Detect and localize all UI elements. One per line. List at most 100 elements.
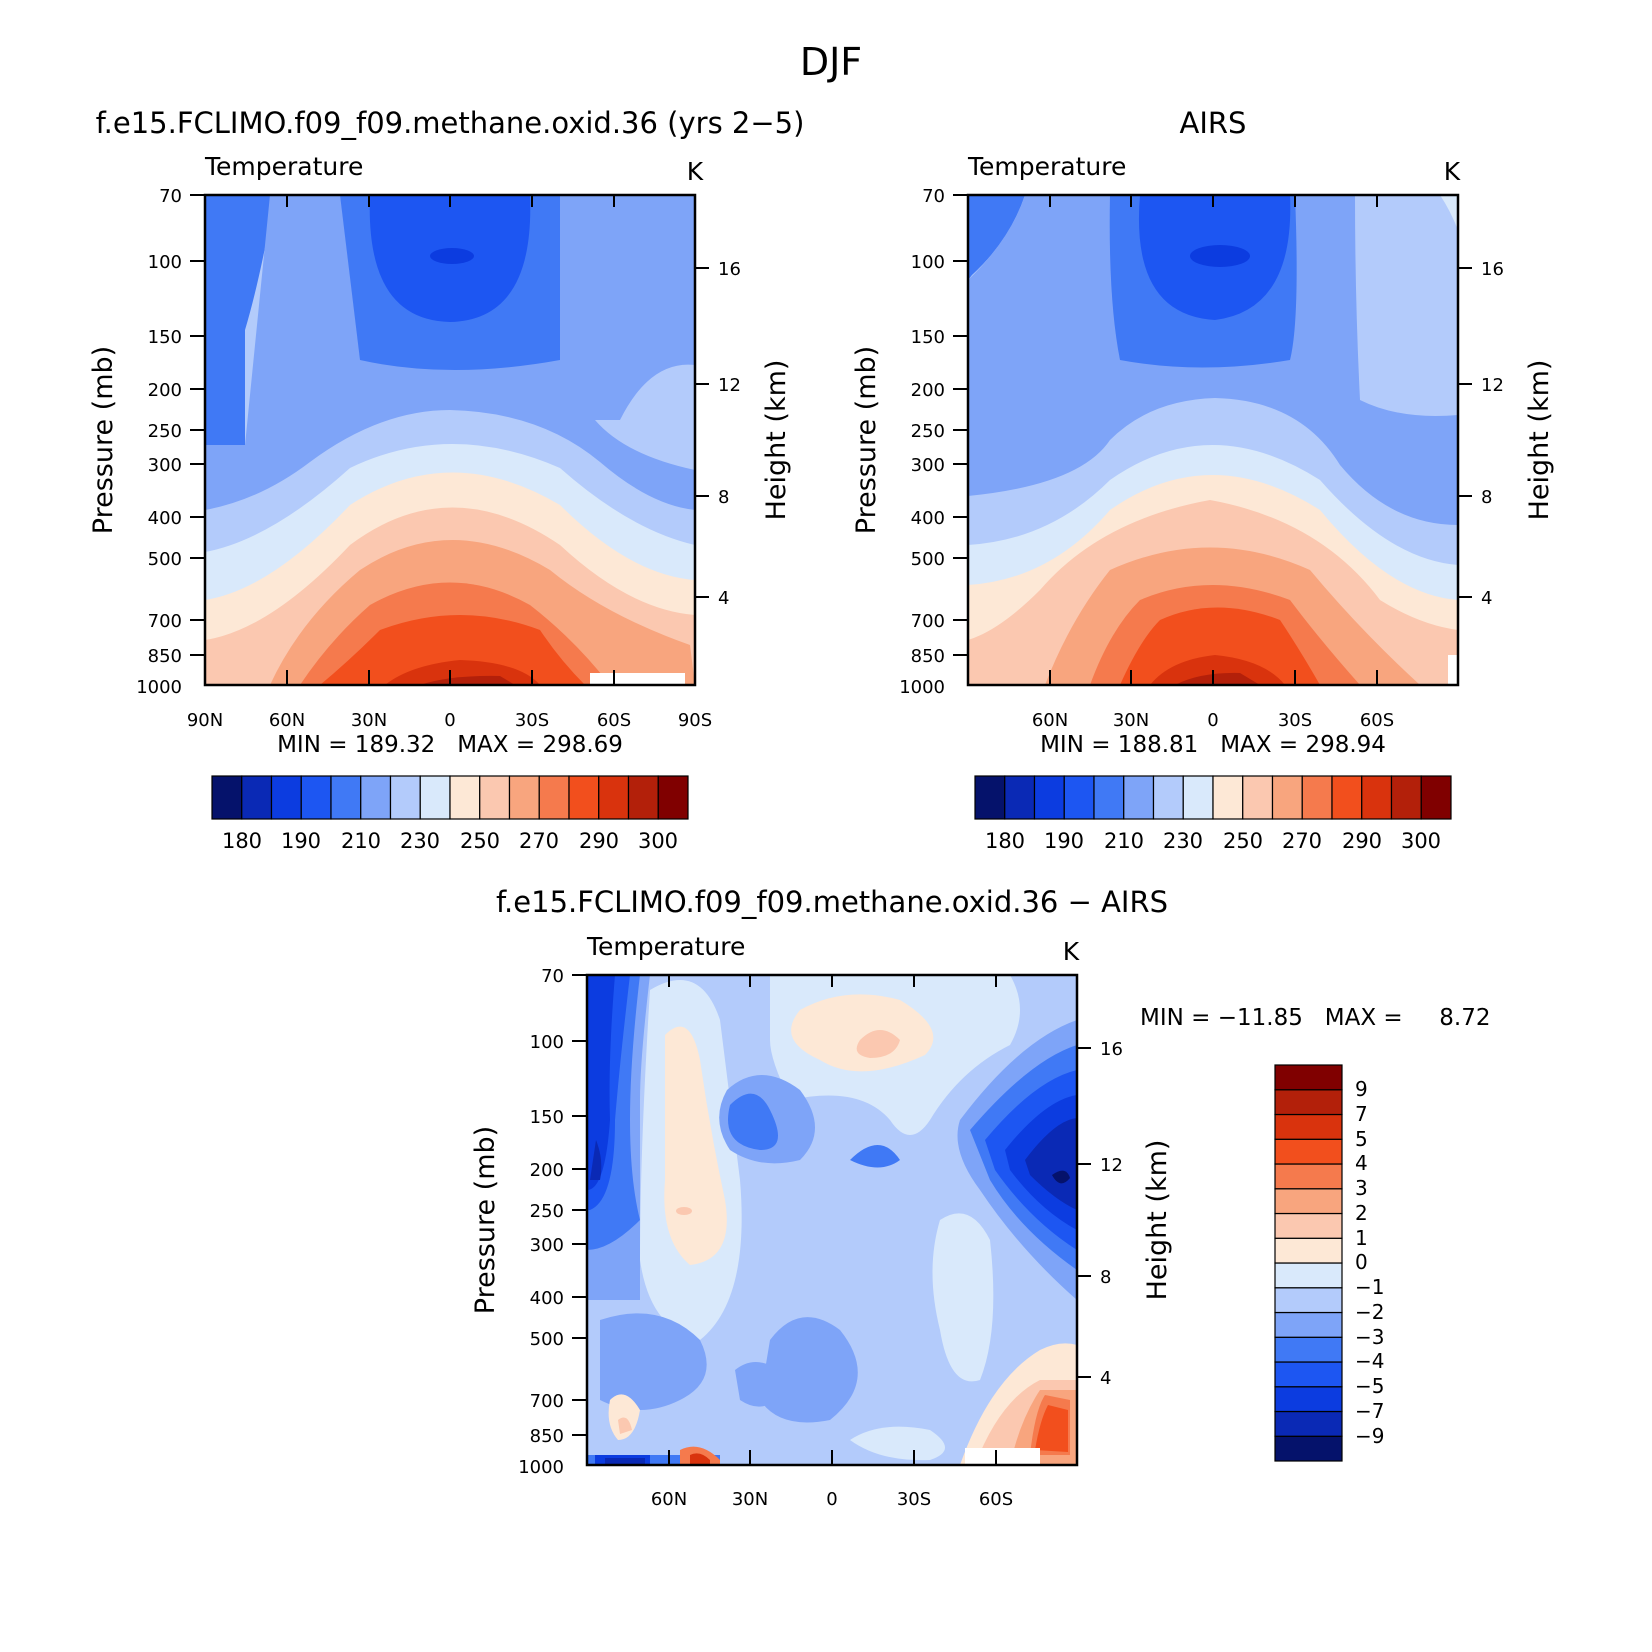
y-tick: 500 <box>530 1329 564 1350</box>
y-tick: 850 <box>148 646 182 667</box>
colorbar-tick: 180 <box>222 829 262 853</box>
colorbar-tick: 190 <box>1044 829 1084 853</box>
colorbar-tick: 210 <box>341 829 381 853</box>
colorbar-tick: 230 <box>400 829 440 853</box>
y-tick: 400 <box>530 1288 564 1309</box>
colorbar-tick: 290 <box>579 829 619 853</box>
colorbar-swatch <box>1274 1138 1343 1165</box>
y-tick: 700 <box>148 611 182 632</box>
y-tick: 1000 <box>518 1457 564 1478</box>
colorbar-tick: −7 <box>1355 1399 1384 1423</box>
colorbar-tick: 0 <box>1355 1250 1368 1274</box>
colorbar-swatch <box>241 775 273 820</box>
y-tick: 850 <box>530 1426 564 1447</box>
colorbar-tick: 7 <box>1355 1102 1368 1126</box>
y-tick: 70 <box>159 186 182 207</box>
colorbar-swatch <box>1274 1386 1343 1413</box>
y-axis-left: 70 100 150 200 250 300 400 500 700 850 1… <box>518 966 587 1478</box>
y-axis-right-label: Height (km) <box>1142 1140 1173 1301</box>
colorbar-tick: −5 <box>1355 1374 1384 1398</box>
stats-label: MIN = 188.81 MAX = 298.94 <box>1040 732 1386 758</box>
colorbar: 180 190 210 230 250 270 290 300 <box>974 775 1452 853</box>
x-tick: 30S <box>1278 710 1312 731</box>
y-axis-label: Pressure (mb) <box>470 1126 501 1314</box>
x-axis: 60N 30N 0 30S 60S <box>1032 195 1394 731</box>
colorbar-swatch <box>1420 775 1452 820</box>
colorbar-swatch <box>1274 1410 1343 1437</box>
y-tick: 100 <box>911 252 945 273</box>
panel-model: f.e15.FCLIMO.f09_f09.methane.oxid.36 (yr… <box>88 106 804 853</box>
colorbar-tick: 300 <box>1401 829 1441 853</box>
x-tick: 60N <box>269 710 305 731</box>
y-right-tick: 12 <box>1481 375 1504 396</box>
colorbar-swatch <box>1274 1212 1343 1239</box>
y-tick: 200 <box>148 380 182 401</box>
colorbar-tick: 5 <box>1355 1127 1368 1151</box>
x-tick: 90S <box>678 710 712 731</box>
colorbar-swatch <box>1123 775 1155 820</box>
x-tick: 0 <box>1207 710 1218 731</box>
colorbar: 180 190 210 230 250 270 290 300 <box>211 775 689 853</box>
y-tick: 150 <box>530 1107 564 1128</box>
y-axis-right-label: Height (km) <box>761 360 792 521</box>
y-right-tick: 12 <box>1100 1155 1123 1176</box>
y-axis-right-label: Height (km) <box>1524 360 1555 521</box>
colorbar-swatch <box>211 775 243 820</box>
colorbar-swatch <box>1274 1188 1343 1215</box>
panel-title: AIRS <box>1180 106 1247 140</box>
colorbar-tick: 2 <box>1355 1201 1368 1225</box>
y-tick: 500 <box>911 549 945 570</box>
units-label: K <box>687 157 704 186</box>
colorbar-swatch <box>1063 775 1095 820</box>
colorbar-tick: 1 <box>1355 1226 1368 1250</box>
colorbar-swatch <box>1390 775 1422 820</box>
colorbar-swatch <box>1093 775 1125 820</box>
colorbar-swatch <box>479 775 511 820</box>
y-right-tick: 16 <box>1481 259 1504 280</box>
colorbar-swatch <box>1242 775 1274 820</box>
colorbar: 9 7 5 4 3 2 1 0 −1 −2 −3 −4 −5 −7 −9 <box>1274 1064 1384 1462</box>
difference-field <box>587 975 1077 1465</box>
y-axis-right: 16 12 8 4 <box>1077 1039 1123 1389</box>
units-label: K <box>1444 157 1461 186</box>
colorbar-swatch <box>568 775 600 820</box>
y-right-tick: 4 <box>718 588 729 609</box>
y-tick: 100 <box>530 1032 564 1053</box>
colorbar-tick: −4 <box>1355 1349 1384 1373</box>
colorbar-swatch <box>1033 775 1065 820</box>
colorbar-swatch <box>1182 775 1214 820</box>
y-tick: 70 <box>922 186 945 207</box>
x-tick: 0 <box>444 710 455 731</box>
y-right-tick: 16 <box>718 259 741 280</box>
x-tick: 60N <box>1032 710 1068 731</box>
colorbar-swatch <box>657 775 689 820</box>
colorbar-swatch <box>1274 1287 1343 1314</box>
temperature-field <box>205 195 695 685</box>
colorbar-swatch <box>1274 1262 1343 1289</box>
colorbar-swatch <box>1274 1336 1343 1363</box>
colorbar-tick: 4 <box>1355 1151 1368 1175</box>
colorbar-tick: 270 <box>1282 829 1322 853</box>
colorbar-swatch <box>1361 775 1393 820</box>
y-tick: 700 <box>911 611 945 632</box>
y-axis-left: 70 100 150 200 250 300 400 500 700 850 1… <box>136 186 205 698</box>
units-label: K <box>1063 937 1080 966</box>
y-right-tick: 12 <box>718 375 741 396</box>
y-right-tick: 8 <box>1481 487 1492 508</box>
y-tick: 1000 <box>136 677 182 698</box>
colorbar-tick: 250 <box>460 829 500 853</box>
y-right-tick: 8 <box>1100 1267 1111 1288</box>
y-tick: 150 <box>911 327 945 348</box>
colorbar-swatch <box>508 775 540 820</box>
colorbar-tick: 230 <box>1163 829 1203 853</box>
x-tick: 60N <box>651 1489 687 1510</box>
left-label: Temperature <box>586 932 745 961</box>
colorbar-tick: 270 <box>519 829 559 853</box>
x-tick: 30N <box>351 710 387 731</box>
colorbar-swatch <box>1004 775 1036 820</box>
y-right-tick: 4 <box>1481 588 1492 609</box>
x-axis: 60N 30N 0 30S 60S <box>651 975 1013 1510</box>
panel-difference: f.e15.FCLIMO.f09_f09.methane.oxid.36 − A… <box>470 885 1490 1510</box>
colorbar-tick: −3 <box>1355 1325 1384 1349</box>
